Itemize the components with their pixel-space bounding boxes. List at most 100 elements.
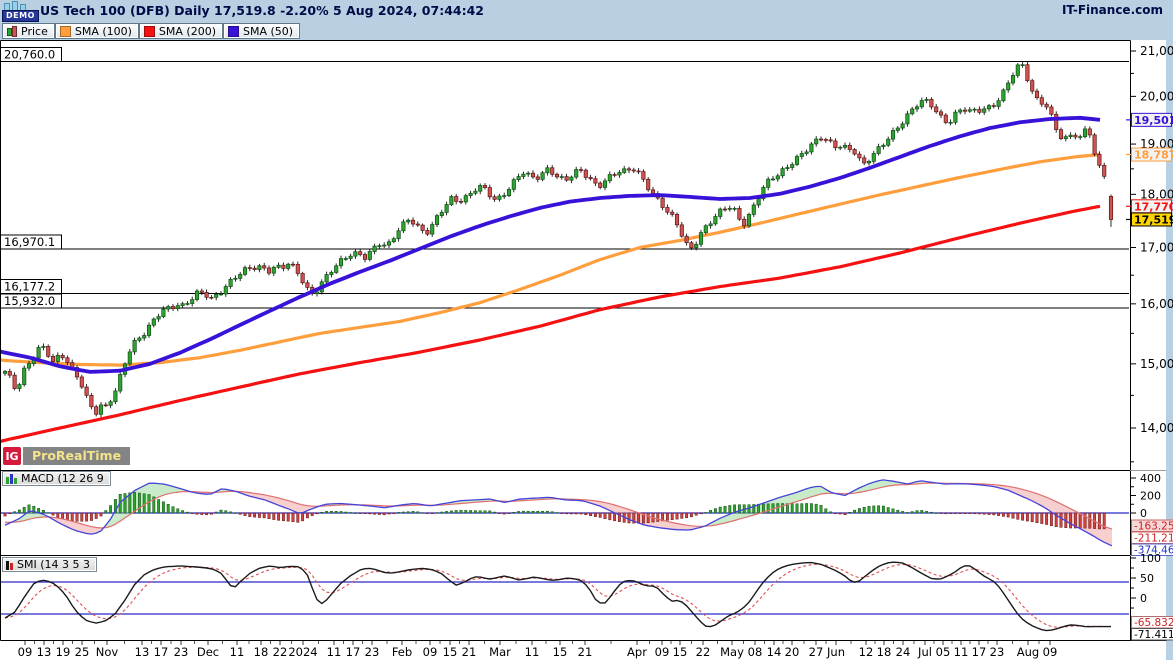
svg-text:17,519..: 17,519.. — [1134, 213, 1173, 226]
svg-text:Dec: Dec — [197, 645, 219, 659]
svg-text:Jul: Jul — [917, 645, 932, 659]
svg-text:19: 19 — [56, 645, 71, 659]
svg-text:15,000: 15,000 — [1140, 357, 1173, 371]
svg-text:0: 0 — [1140, 592, 1147, 605]
svg-text:15,932.0: 15,932.0 — [4, 294, 55, 308]
legend-label: SMA (200) — [158, 24, 216, 38]
svg-text:16,177.2: 16,177.2 — [4, 280, 55, 294]
svg-text:Feb: Feb — [392, 645, 412, 659]
sma-200-line — [1, 204, 1101, 443]
smi-axis[interactable]: 100 50 0 -65.832-71.411 — [1130, 552, 1173, 641]
sma50-swatch-icon — [228, 25, 239, 37]
sma-50-line — [1, 115, 1101, 374]
svg-text:18: 18 — [254, 645, 269, 659]
svg-text:22: 22 — [696, 645, 711, 659]
price-candles-icon — [7, 25, 17, 37]
svg-text:May: May — [720, 645, 744, 659]
svg-text:11: 11 — [327, 645, 342, 659]
prorealtime-label: ProRealTime — [23, 447, 131, 465]
macd-label: MACD (12 26 9 — [21, 472, 104, 485]
svg-text:400: 400 — [1140, 472, 1161, 485]
svg-text:14,000: 14,000 — [1140, 421, 1173, 435]
svg-text:22: 22 — [273, 645, 288, 659]
macd-panel — [1, 479, 1129, 547]
svg-text:17: 17 — [972, 645, 987, 659]
svg-text:2024: 2024 — [288, 645, 317, 659]
macd-indicator-chip[interactable]: MACD (12 26 9 — [2, 471, 111, 486]
svg-text:15: 15 — [443, 645, 458, 659]
svg-text:-163.25: -163.25 — [1134, 521, 1173, 533]
svg-text:14: 14 — [767, 645, 782, 659]
svg-text:09: 09 — [1043, 645, 1058, 659]
svg-text:25: 25 — [75, 645, 90, 659]
demo-badge: DEMO — [2, 10, 39, 22]
svg-text:13: 13 — [37, 645, 52, 659]
svg-text:21: 21 — [578, 645, 593, 659]
legend-item-sma200[interactable]: SMA (200) — [138, 23, 223, 39]
svg-text:21: 21 — [462, 645, 477, 659]
svg-text:09: 09 — [423, 645, 438, 659]
candlestick-series — [2, 61, 1114, 418]
smi-icon — [6, 560, 13, 570]
svg-text:18: 18 — [877, 645, 892, 659]
svg-text:Apr: Apr — [627, 645, 647, 659]
svg-text:15: 15 — [553, 645, 568, 659]
price-panel — [1, 61, 1129, 443]
svg-text:20,000: 20,000 — [1140, 89, 1173, 103]
svg-text:Aug: Aug — [1017, 645, 1039, 659]
svg-text:09: 09 — [18, 645, 33, 659]
legend-label: SMA (50) — [243, 24, 294, 38]
svg-text:18,000: 18,000 — [1140, 187, 1173, 201]
svg-text:23: 23 — [990, 645, 1005, 659]
svg-text:12: 12 — [859, 645, 874, 659]
instrument-title: US Tech 100 (DFB) Daily 17,519.8 -2.20% … — [40, 3, 484, 18]
svg-text:11: 11 — [230, 645, 245, 659]
smi-indicator-chip[interactable]: SMI (14 3 5 3 — [2, 557, 97, 572]
svg-text:13: 13 — [135, 645, 150, 659]
svg-text:200: 200 — [1140, 490, 1161, 503]
svg-text:18,787..: 18,787.. — [1134, 149, 1173, 162]
svg-text:17: 17 — [154, 645, 169, 659]
svg-text:23: 23 — [365, 645, 380, 659]
ig-logo: IG — [3, 447, 21, 465]
smi-line — [4, 561, 1111, 632]
svg-text:23: 23 — [174, 645, 189, 659]
svg-text:0: 0 — [1140, 507, 1147, 520]
svg-text:24: 24 — [896, 645, 911, 659]
svg-text:17,770..: 17,770.. — [1134, 200, 1173, 213]
svg-text:27: 27 — [809, 645, 824, 659]
price-axis[interactable]: 21,00020,00019,00018,00017,00016,00015,0… — [1126, 44, 1173, 463]
svg-text:100: 100 — [1140, 552, 1161, 565]
brand-label: IT-Finance.com — [1061, 3, 1163, 17]
macd-axis[interactable]: 400 200 0-163.25-211.21-374.46 — [1130, 472, 1173, 557]
svg-text:-211.21: -211.21 — [1134, 533, 1173, 545]
svg-text:08: 08 — [748, 645, 763, 659]
legend-item-sma50[interactable]: SMA (50) — [223, 23, 301, 39]
svg-text:20,760.0: 20,760.0 — [4, 48, 55, 62]
svg-text:09: 09 — [655, 645, 670, 659]
svg-text:-65.832: -65.832 — [1134, 617, 1173, 629]
svg-text:Jun: Jun — [826, 645, 845, 659]
legend-item-sma100[interactable]: SMA (100) — [54, 23, 139, 39]
svg-text:Nov: Nov — [96, 645, 119, 659]
svg-text:Mar: Mar — [489, 645, 511, 659]
svg-text:-71.411: -71.411 — [1134, 629, 1173, 641]
svg-text:16,000: 16,000 — [1140, 297, 1173, 311]
legend-label: Price — [21, 24, 48, 38]
prorealtime-watermark: IG ProRealTime — [3, 447, 131, 465]
sma200-swatch-icon — [143, 25, 155, 37]
smi-label: SMI (14 3 5 3 — [17, 558, 90, 571]
svg-text:05: 05 — [936, 645, 951, 659]
svg-text:21,000: 21,000 — [1140, 44, 1173, 58]
svg-text:16,970.1: 16,970.1 — [4, 235, 55, 249]
time-axis[interactable]: 09 13 19 25 Nov 13 17 23 Dec 11 18 22 2024 11 17 23 Feb 0… — [18, 641, 1058, 659]
legend-label: SMA (100) — [74, 24, 132, 38]
macd-line — [4, 479, 1113, 547]
svg-text:20: 20 — [785, 645, 800, 659]
svg-text:-374.46: -374.46 — [1134, 545, 1173, 557]
sma100-swatch-icon — [59, 25, 71, 37]
svg-text:19,501..: 19,501.. — [1134, 114, 1173, 127]
legend-item-price[interactable]: Price — [2, 23, 55, 39]
sma-100-line — [1, 152, 1101, 367]
